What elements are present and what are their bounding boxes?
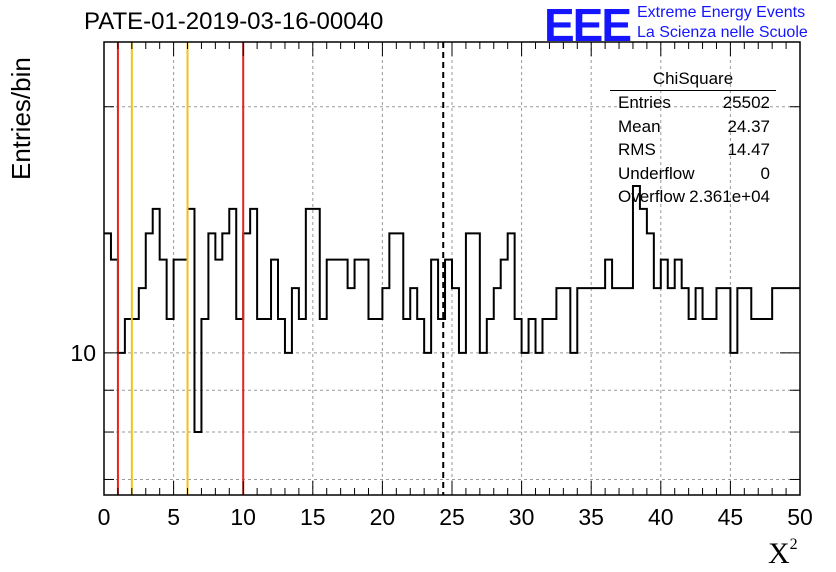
x-tick-label: 30	[509, 504, 535, 530]
y-axis-label: Entries/bin	[6, 57, 36, 180]
stats-row-mean: Mean 24.37	[610, 115, 776, 139]
stats-value: 0	[760, 163, 770, 183]
eee-logo: EEE	[544, 0, 632, 51]
y-tick-label: 10	[70, 340, 96, 366]
stats-box: ChiSquare Entries 25502 Mean 24.37 RMS 1…	[610, 68, 776, 209]
stats-value: 24.37	[727, 116, 770, 136]
stats-label: Overflow	[618, 187, 686, 206]
stats-row-entries: Entries 25502	[610, 91, 776, 115]
x-tick-label: 25	[439, 504, 465, 530]
x-axis-label-superscript: 2	[789, 536, 798, 553]
stats-row-rms: RMS 14.47	[610, 138, 776, 162]
x-tick-label: 0	[98, 504, 111, 530]
chart-title: PATE-01-2019-03-16-00040	[84, 8, 384, 35]
x-tick-label: 20	[370, 504, 396, 530]
stats-title: ChiSquare	[610, 68, 776, 91]
stats-label: Mean	[618, 116, 661, 136]
x-tick-label: 40	[648, 504, 674, 530]
x-tick-label: 45	[718, 504, 744, 530]
stats-value: 25502	[722, 93, 770, 112]
stats-value: 2.361e+04	[689, 187, 770, 206]
x-tick-label: 35	[578, 504, 604, 530]
logo-line-2: La Scienza nelle Scuole	[637, 24, 808, 41]
stats-label: Entries	[618, 93, 671, 112]
stats-label: Underflow	[618, 163, 695, 183]
x-tick-label: 50	[787, 504, 813, 530]
x-tick-label: 5	[167, 504, 180, 530]
stats-row-underflow: Underflow 0	[610, 162, 776, 186]
x-tick-label: 15	[300, 504, 326, 530]
stats-row-overflow: Overflow 2.361e+04	[610, 185, 776, 209]
histogram-series-line	[104, 184, 800, 434]
x-tick-label: 10	[230, 504, 256, 530]
stats-value: 14.47	[727, 140, 770, 159]
stats-label: RMS	[618, 140, 656, 159]
logo-line-1: Extreme Energy Events	[637, 4, 806, 21]
x-axis-label-base: X	[768, 537, 790, 570]
x-axis-label: X2	[768, 536, 798, 571]
